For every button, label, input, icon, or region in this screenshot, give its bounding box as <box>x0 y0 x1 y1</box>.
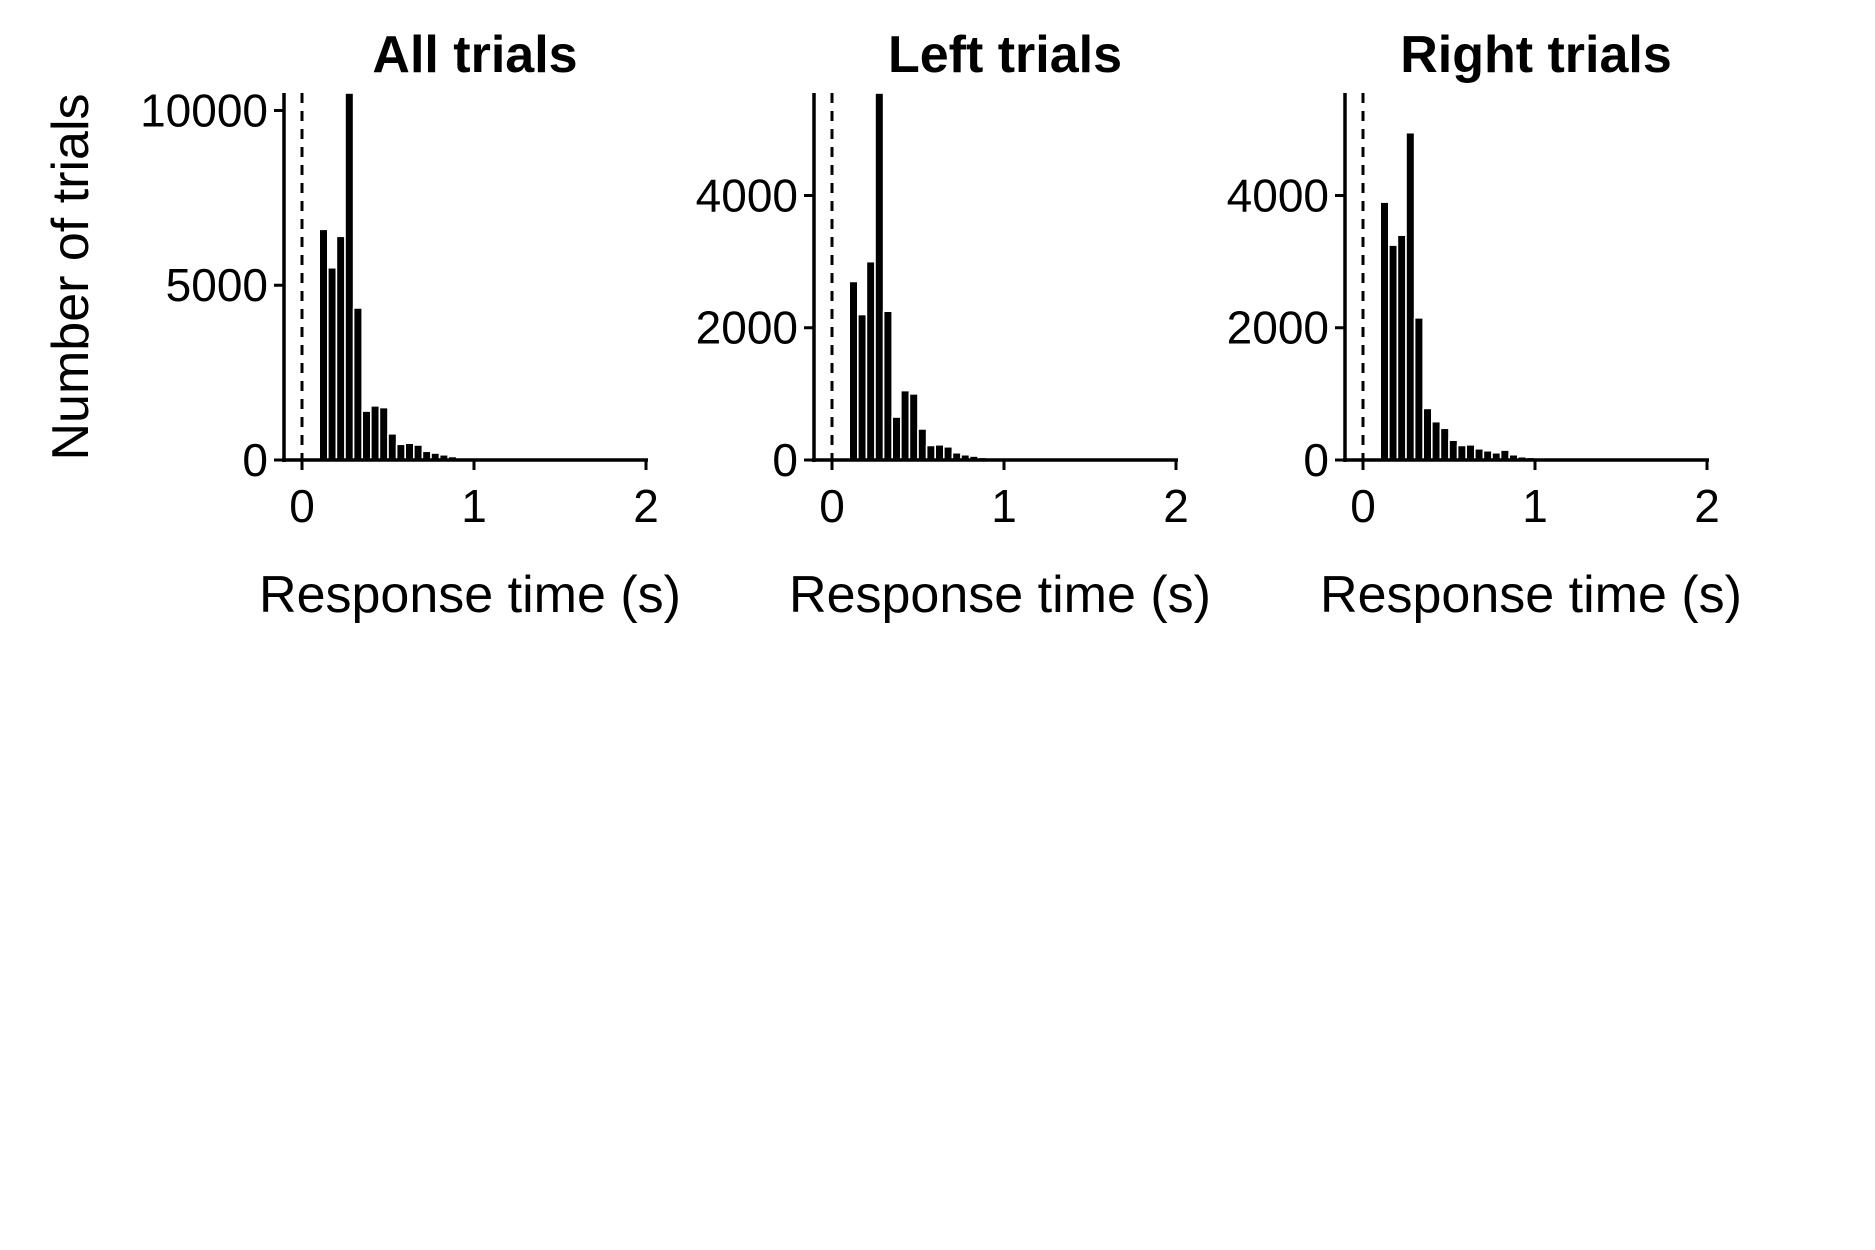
histogram-bar <box>865 260 876 461</box>
histogram-bar <box>934 443 945 461</box>
y-tick-label: 0 <box>772 434 798 486</box>
histogram-bar <box>1439 427 1450 461</box>
y-tick-label: 5000 <box>166 259 268 311</box>
histogram-bar <box>395 443 407 461</box>
histogram-bar <box>318 228 329 461</box>
histogram-bar <box>1388 244 1399 461</box>
histogram-bar <box>848 280 859 461</box>
histogram-bar <box>352 307 364 461</box>
y-tick-label: 0 <box>1303 434 1329 486</box>
histogram-bar <box>899 389 911 461</box>
histogram-bar <box>917 428 928 461</box>
histogram-bar <box>412 444 424 461</box>
x-tick-label: 2 <box>1163 480 1189 532</box>
histogram-bar <box>361 410 372 461</box>
histogram-bar <box>882 310 893 461</box>
histogram-bar <box>1431 420 1442 461</box>
histogram-bar <box>891 416 902 461</box>
y-tick-label: 4000 <box>696 169 798 221</box>
y-axis-label: Number of trials <box>42 94 100 461</box>
y-tick-label: 0 <box>242 434 268 486</box>
histogram-bar <box>1379 201 1390 461</box>
x-axis-label: Response time (s) <box>789 566 1211 624</box>
x-tick-label: 0 <box>819 480 845 532</box>
histogram-bar <box>1422 407 1433 461</box>
panel-title: All trials <box>372 26 577 84</box>
histogram-bar <box>387 432 398 461</box>
y-tick-label: 4000 <box>1227 169 1329 221</box>
histogram-bar <box>326 266 338 461</box>
histogram-bar <box>925 444 936 461</box>
histogram-bar <box>1413 317 1424 461</box>
panel-title: Right trials <box>1400 26 1672 84</box>
histogram-bar <box>942 445 954 461</box>
y-tick-label: 10000 <box>140 84 268 136</box>
histogram-bar <box>874 92 885 461</box>
panel-title: Left trials <box>888 26 1122 84</box>
x-tick-label: 2 <box>633 480 659 532</box>
histogram-bar <box>1456 444 1467 461</box>
x-tick-label: 1 <box>461 480 487 532</box>
x-tick-label: 0 <box>289 480 315 532</box>
x-axis-label: Response time (s) <box>259 566 681 624</box>
x-tick-label: 0 <box>1350 480 1376 532</box>
y-tick-label: 2000 <box>1227 302 1329 354</box>
histogram-bar <box>856 313 868 461</box>
x-tick-label: 1 <box>991 480 1017 532</box>
histogram-bar <box>1405 131 1416 461</box>
histogram-bar <box>1396 234 1407 461</box>
histogram-bar <box>369 405 381 461</box>
histogram-bar <box>344 92 355 461</box>
y-tick-label: 2000 <box>696 302 798 354</box>
x-axis-label: Response time (s) <box>1320 566 1742 624</box>
x-tick-label: 1 <box>1522 480 1548 532</box>
histogram-bar <box>908 393 919 461</box>
histogram-bar <box>378 406 389 461</box>
histogram-bar <box>404 442 415 461</box>
histogram-bar <box>335 235 346 461</box>
histogram-bar <box>1465 443 1476 461</box>
x-tick-label: 2 <box>1694 480 1720 532</box>
histogram-bar <box>1448 439 1459 461</box>
